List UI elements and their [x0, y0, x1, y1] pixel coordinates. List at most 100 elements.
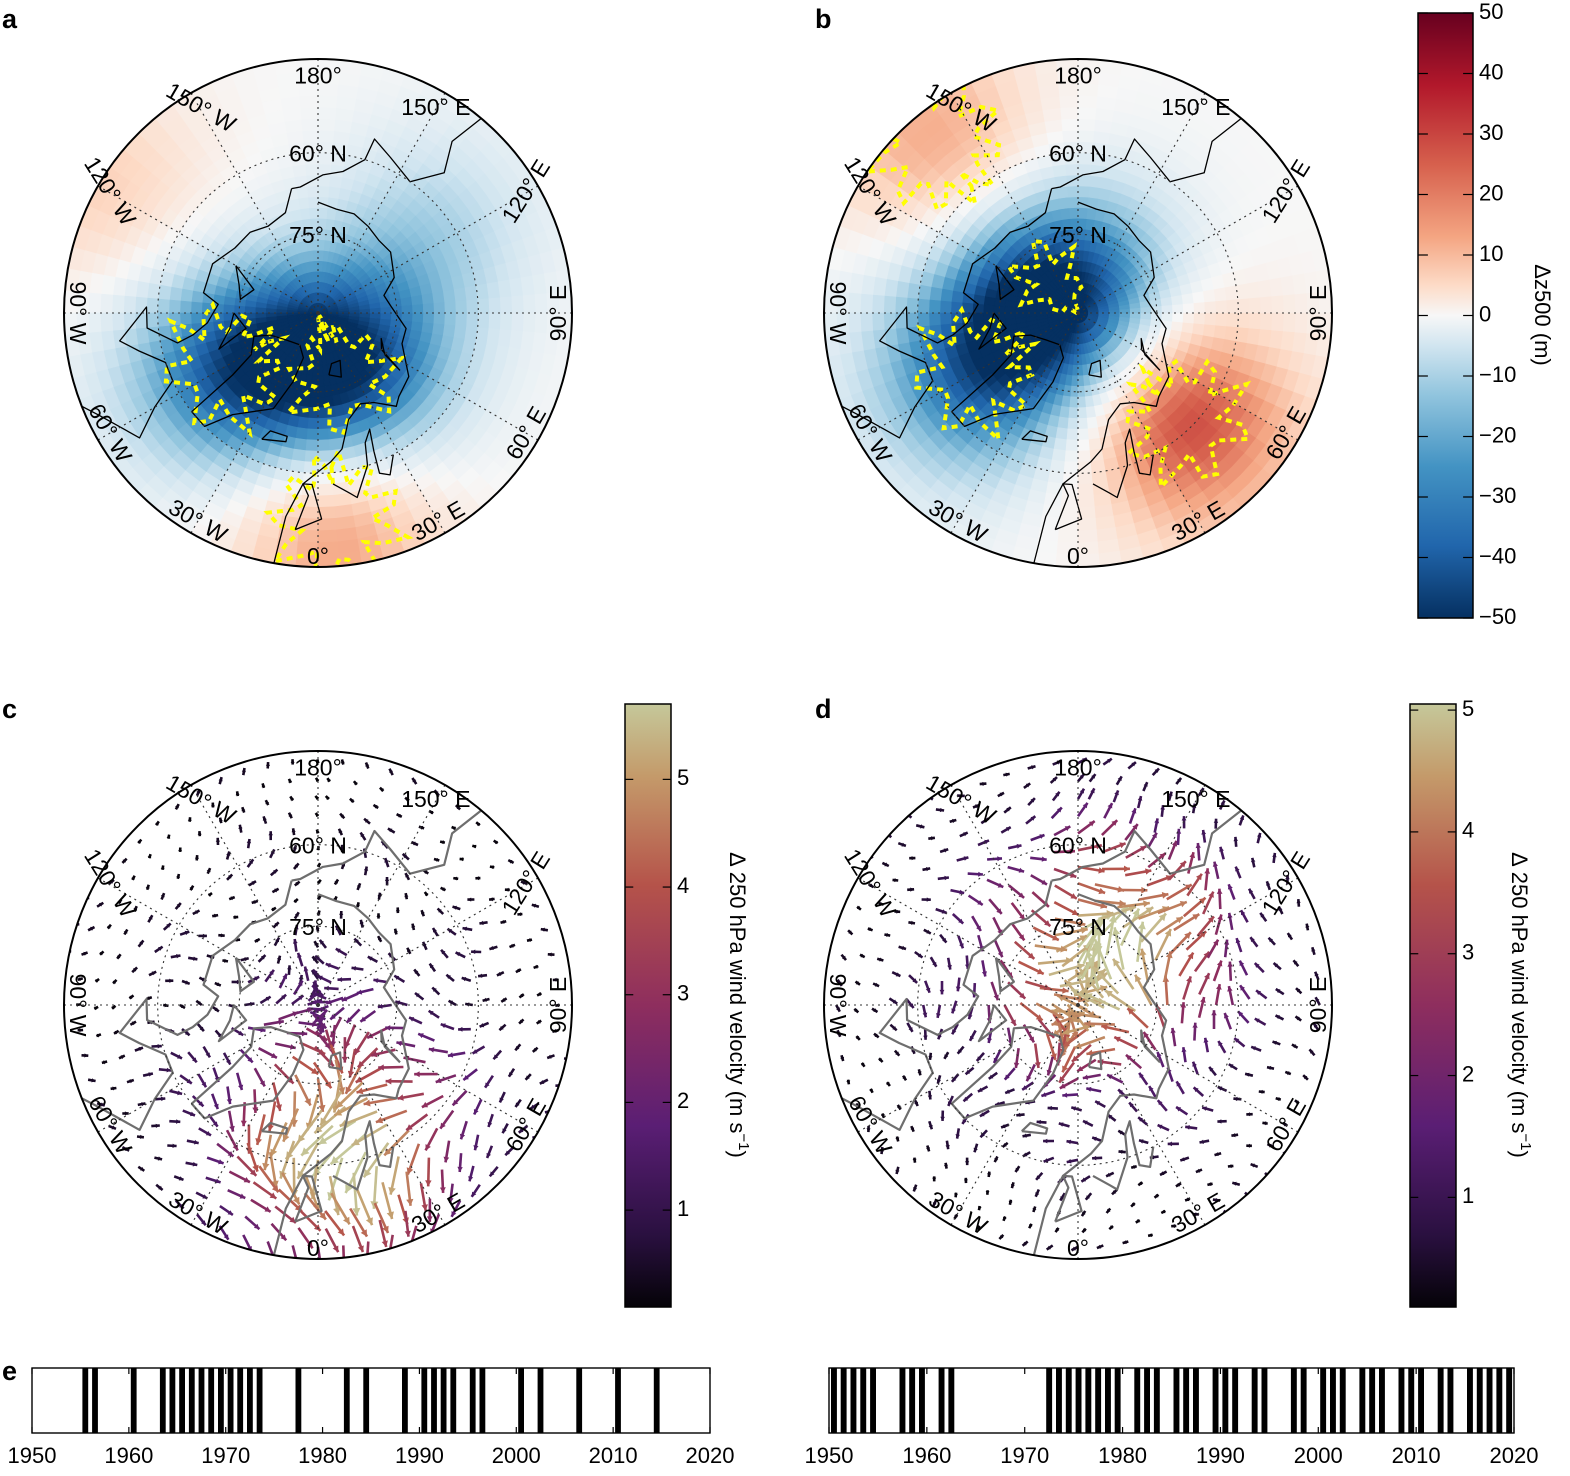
wind-arrow-head [458, 1221, 463, 1226]
heatmap-cell [1070, 397, 1078, 408]
wind-arrow-head [169, 979, 173, 983]
heatmap-cell [571, 290, 584, 313]
heatmap-cell [169, 300, 181, 313]
heatmap-cell [1026, 308, 1037, 313]
wind-arrow-head [95, 1137, 99, 1141]
heatmap-cell [52, 313, 65, 336]
wind-arrow-head [482, 1201, 487, 1205]
heatmap-cell [1161, 320, 1173, 329]
heatmap-cell [1272, 313, 1284, 331]
heatmap-cell [402, 313, 413, 321]
wind-arrow [509, 827, 512, 831]
heatmap-cell [1054, 175, 1067, 187]
heatmap-cell [1249, 297, 1261, 313]
heatmap-cell [1078, 495, 1095, 507]
wind-arrow [458, 1216, 471, 1226]
wind-arrow-head [176, 1119, 180, 1124]
heatmap-cell [245, 307, 256, 313]
lon-label-150e: 150° E [401, 786, 470, 812]
heatmap-cell [445, 301, 456, 313]
wind-arrow-head [956, 987, 961, 992]
heatmap-cell [318, 186, 329, 197]
lat-label-75: 75° N [1049, 222, 1107, 248]
heatmap-cell [1067, 186, 1078, 197]
heatmap-cell [307, 186, 318, 197]
lon-label-180: 180° [294, 62, 342, 88]
heatmap-cells [52, 47, 585, 587]
heatmap-cell [1283, 313, 1296, 332]
wind-arrow [574, 1004, 578, 1005]
heatmap-cell [1194, 313, 1205, 324]
heatmap-cell [169, 287, 182, 301]
heatmap-cell [1078, 429, 1089, 440]
wind-arrow [313, 1265, 318, 1282]
heatmap-cell [318, 207, 327, 218]
lat-label-60: 60° N [289, 833, 347, 859]
heatmap-cell [1078, 186, 1089, 197]
heatmap-cell [1120, 313, 1131, 318]
heatmap-cell [326, 208, 336, 220]
heatmap-cell [489, 297, 501, 313]
heatmap-cell [1078, 119, 1095, 131]
wind-arrow [446, 772, 448, 780]
wind-arrow-head [386, 1254, 392, 1260]
heatmap-cells [812, 47, 1345, 580]
lon-label-120w: 120° W [79, 844, 141, 922]
wind-arrow [125, 829, 130, 831]
heatmap-cell [180, 289, 192, 302]
heatmap-cell [500, 296, 512, 313]
heatmap-cell [224, 297, 236, 306]
heatmap-cell [571, 313, 584, 336]
wind-arrow-head [125, 1111, 129, 1115]
wind-arrow-head [410, 1254, 416, 1260]
lon-label-180: 180° [1054, 62, 1102, 88]
wind-arrow-head [264, 744, 268, 748]
heatmap-cell [940, 313, 951, 325]
panel-label-d: d [815, 694, 832, 724]
heatmap-cell [1214, 287, 1227, 301]
heatmap-cell [1058, 530, 1078, 543]
wind-arrow-head [370, 743, 374, 747]
wind-arrow-head [1062, 987, 1068, 994]
panel-label-e: e [2, 1356, 17, 1386]
wind-arrow [59, 978, 65, 979]
heatmap-cell [318, 95, 337, 108]
heatmap-cell [1064, 462, 1078, 474]
heatmap-cell [860, 294, 873, 313]
wind-arrow-head [241, 1121, 247, 1127]
wind-arrow-head [434, 1238, 440, 1244]
heatmap-cell [191, 291, 203, 303]
heatmap-cell [1055, 47, 1078, 60]
heatmap-cell [318, 429, 329, 440]
wind-arrow [188, 1230, 191, 1243]
heatmap-cell [180, 301, 191, 313]
wind-arrow-head [509, 827, 513, 831]
heatmap-cell [318, 418, 328, 429]
heatmap-cell [423, 313, 434, 323]
heatmap-cell [1331, 313, 1344, 336]
heatmap-cell [1194, 302, 1205, 313]
wind-arrow-head [408, 1243, 414, 1249]
heatmap-cell [313, 355, 318, 366]
heatmap-cell [940, 289, 952, 302]
heatmap-cell [929, 313, 941, 326]
heatmap-cell [318, 261, 323, 272]
lat-label-75: 75° N [289, 914, 347, 940]
heatmap-cell [318, 250, 323, 261]
wind-arrow-head [471, 950, 475, 955]
heatmap-cell [1272, 295, 1284, 313]
heatmap-cell [147, 283, 160, 299]
heatmap-cell [1067, 429, 1078, 440]
heatmap-cell [906, 313, 918, 328]
heatmap-cell [1058, 417, 1069, 429]
heatmap-cell [1065, 451, 1078, 463]
heatmap-cell [308, 418, 318, 429]
heatmap-cell [146, 298, 158, 313]
lon-label-90e: 90° E [1305, 285, 1331, 342]
wind-arrow [337, 1264, 345, 1283]
heatmap-cell [1260, 313, 1272, 330]
heatmap-cell [318, 119, 335, 131]
heatmap-cell [467, 299, 479, 313]
